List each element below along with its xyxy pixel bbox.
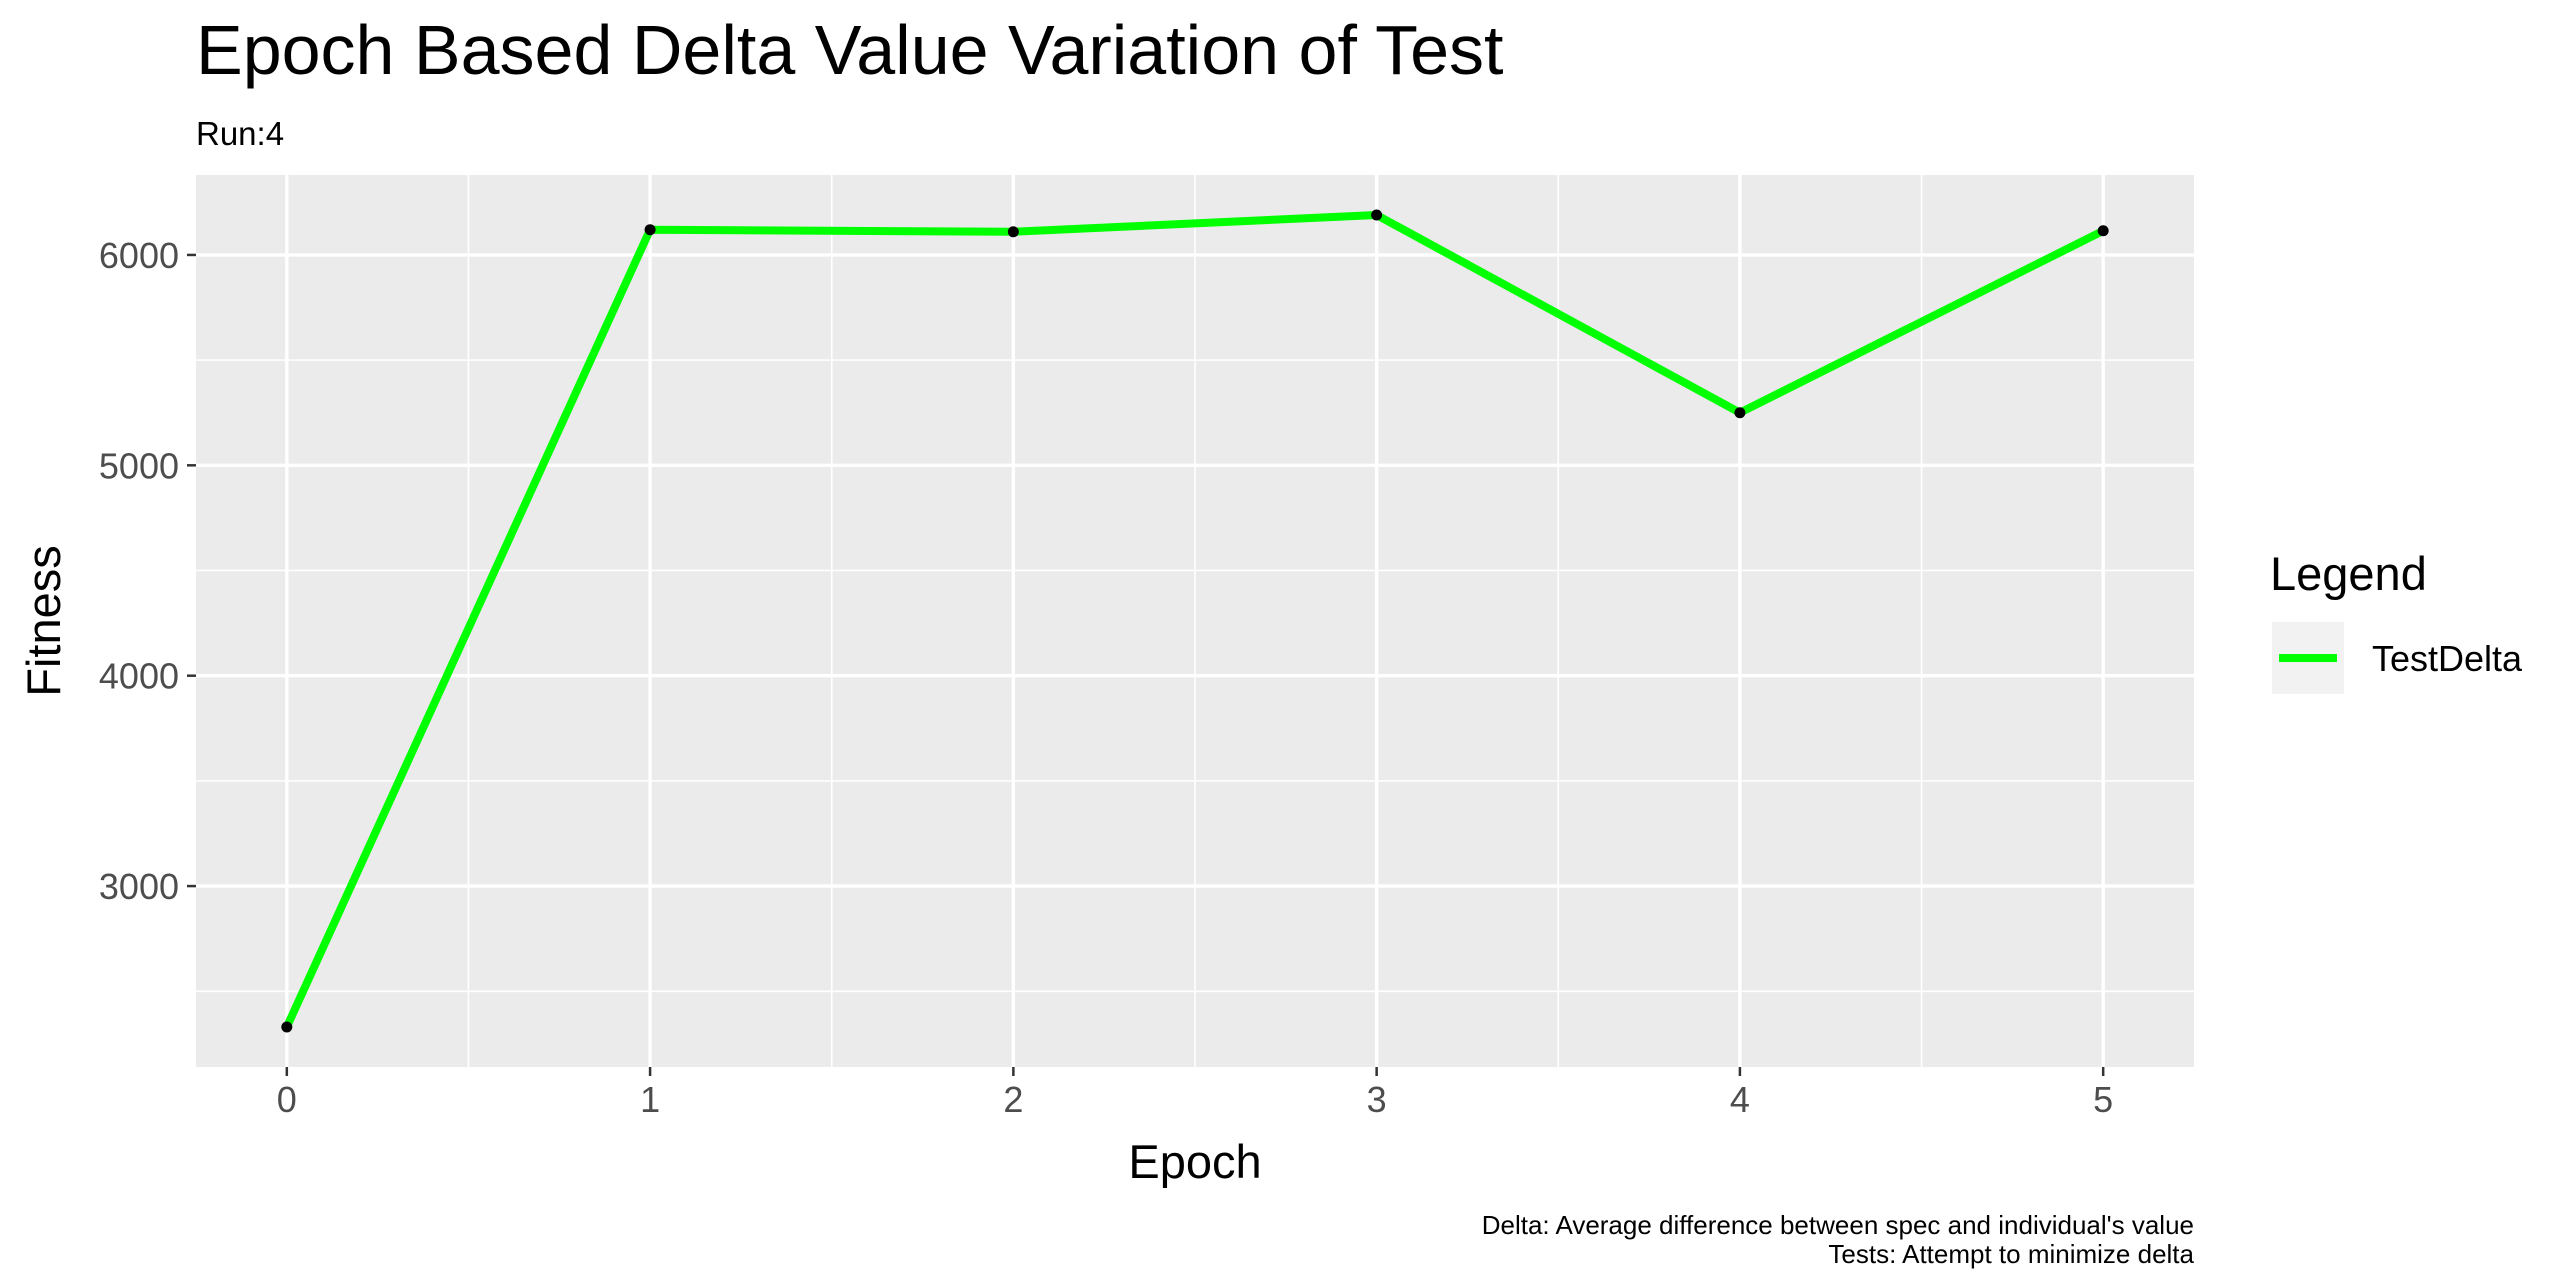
x-tick-label: 3 [1367,1079,1387,1120]
x-tick-label: 5 [2093,1079,2113,1120]
data-point [644,224,656,236]
x-axis-title: Epoch [1128,1135,1261,1188]
data-point [1371,209,1383,221]
data-point [2097,225,2109,237]
legend-title: Legend [2270,547,2427,600]
legend-label-testdelta: TestDelta [2372,638,2523,679]
y-tick-label: 4000 [99,656,179,697]
data-points [281,209,2109,1033]
legend: Legend TestDelta [2270,547,2523,694]
x-tick-label: 2 [1003,1079,1023,1120]
caption-line-1: Delta: Average difference between spec a… [1482,1210,2194,1240]
series-line-testdelta [283,211,2105,1029]
x-tick-label: 1 [640,1079,660,1120]
chart-title: Epoch Based Delta Value Variation of Tes… [196,11,1503,89]
y-tick-label: 5000 [99,445,179,486]
x-tick-label: 0 [277,1079,297,1120]
axis-ticks [187,253,2105,1076]
grid-major [196,175,2194,1067]
y-tick-labels: 3000 4000 5000 6000 [99,235,179,907]
x-tick-labels: 0 1 2 3 4 5 [277,1079,2113,1120]
y-axis-title: Fitness [17,545,70,697]
data-point [1734,407,1746,419]
series-lines [283,211,2105,1029]
y-tick-label: 6000 [99,235,179,276]
x-tick-label: 4 [1730,1079,1750,1120]
chart-subtitle: Run:4 [196,115,284,152]
caption-line-2: Tests: Attempt to minimize delta [1828,1239,2194,1269]
y-tick-label: 3000 [99,866,179,907]
data-point [281,1021,293,1033]
data-point [1007,226,1019,238]
